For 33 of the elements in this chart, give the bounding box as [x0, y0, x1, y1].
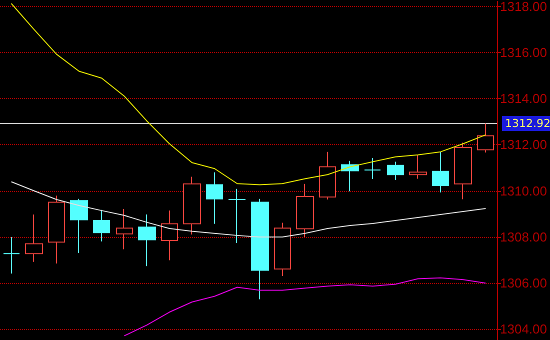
candlestick [48, 195, 65, 264]
y-tick-label: 1314.00 [500, 91, 547, 106]
candlestick [70, 198, 88, 254]
candlestick [409, 154, 427, 180]
y-tick-label: 1318.00 [500, 0, 547, 14]
candlestick [3, 236, 20, 274]
candlestick [319, 151, 336, 200]
candlestick [138, 214, 156, 267]
candlestick [387, 161, 404, 180]
candlestick [161, 210, 178, 261]
candlestick [183, 176, 201, 236]
candlestick [228, 188, 246, 244]
candlestick [206, 172, 223, 224]
ref-line-label: 1312.92 [505, 117, 550, 130]
y-tick-label: 1308.00 [500, 229, 547, 244]
candlestick [454, 142, 472, 200]
y-tick-label: 1306.00 [500, 275, 547, 290]
y-tick-label: 1312.00 [500, 137, 547, 152]
y-tick-label: 1310.00 [500, 183, 547, 198]
candlestick [364, 158, 381, 180]
line-series [10, 181, 486, 238]
line-series [124, 277, 486, 336]
y-tick-label: 1304.00 [500, 321, 547, 336]
candlestick [93, 209, 110, 242]
candlestick [296, 183, 314, 238]
y-tick-label: 1316.00 [500, 45, 547, 60]
candlestick [116, 208, 133, 250]
candlestick [251, 198, 269, 300]
line-series [10, 3, 486, 186]
candlestick [25, 214, 43, 262]
candlestick [274, 222, 291, 276]
candlestick [432, 151, 449, 193]
candlestick [477, 123, 494, 154]
